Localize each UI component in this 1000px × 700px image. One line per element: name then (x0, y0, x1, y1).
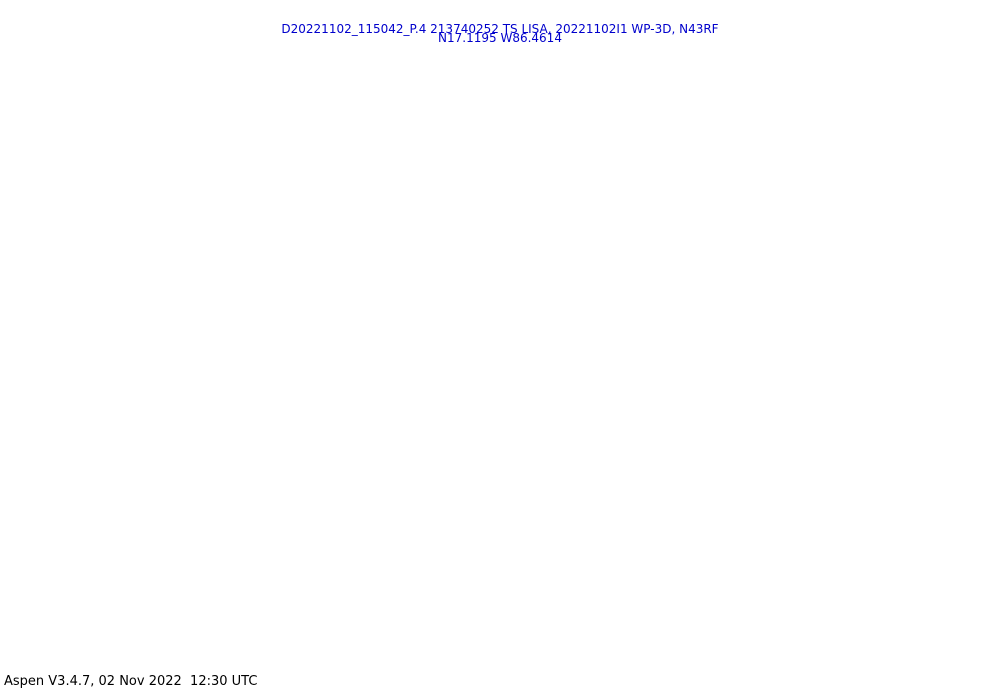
chart-title-line1: D20221102_115042_P.4 213740252 TS LISA, … (281, 22, 718, 36)
chart-labels: 60070080090010003040502010-1001020301015… (15, 0, 1000, 646)
footer-version: Aspen V3.4.7, 02 Nov 2022 12:30 UTC (4, 674, 258, 689)
chart-title-line2: N17.1195 W86.4614 (438, 31, 562, 45)
